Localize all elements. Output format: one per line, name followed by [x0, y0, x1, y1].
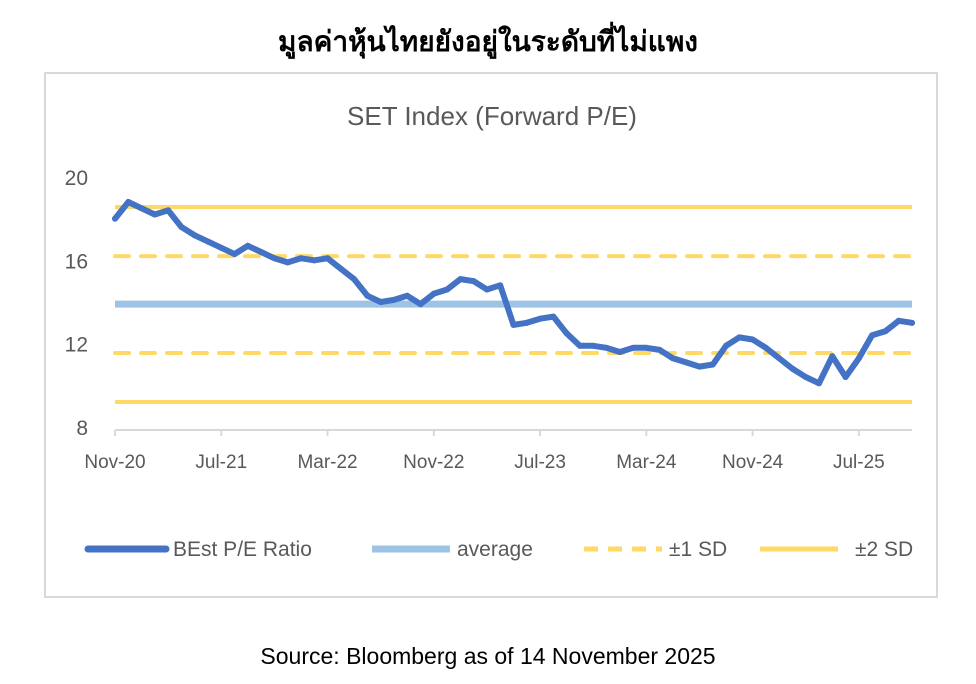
page-title: มูลค่าหุ้นไทยยังอยู่ในระดับที่ไม่แพง	[278, 25, 698, 58]
x-tick-label: Mar-22	[297, 452, 357, 473]
pe-point	[337, 265, 344, 272]
pe-point	[284, 259, 291, 266]
legend: BEst P/E Ratio average ±1 SD ±2 SD	[84, 538, 913, 561]
chart-title: SET Index (Forward P/E)	[347, 101, 637, 131]
x-tick-label: Nov-22	[403, 452, 464, 473]
pe-point	[444, 286, 451, 293]
x-tick-label: Nov-24	[722, 452, 784, 473]
pe-point	[364, 292, 371, 299]
pe-point	[125, 199, 132, 205]
pe-point	[630, 344, 637, 351]
pe-point	[165, 207, 172, 214]
pe-point	[643, 344, 650, 351]
pe-point	[191, 232, 198, 239]
pe-point	[231, 251, 238, 258]
pe-point	[802, 374, 809, 380]
y-tick-label: 16	[65, 250, 88, 273]
pe-point	[736, 334, 743, 341]
pe-point	[683, 359, 690, 366]
pe-point	[776, 355, 783, 362]
legend-label-1sd: ±1 SD	[669, 538, 727, 561]
pe-point	[882, 328, 889, 335]
pe-point	[855, 355, 862, 362]
pe-point	[869, 332, 876, 339]
source-note: Source: Bloomberg as of 14 November 2025	[260, 643, 716, 669]
pe-point	[550, 313, 557, 320]
pe-point	[244, 242, 251, 249]
y-tick-label: 12	[65, 334, 88, 357]
legend-label-average: average	[457, 538, 533, 561]
pe-point	[576, 342, 583, 349]
pe-point	[430, 290, 437, 297]
pe-point	[829, 353, 836, 360]
pe-point	[603, 344, 610, 351]
pe-point	[709, 361, 716, 368]
y-tick-label: 8	[76, 417, 88, 440]
pe-point	[909, 319, 915, 326]
pe-point	[271, 255, 278, 262]
pe-point	[762, 344, 769, 351]
y-tick-label: 20	[65, 167, 88, 190]
pe-point	[483, 286, 490, 293]
pe-point	[258, 249, 265, 255]
x-tick-label: Mar-24	[616, 452, 677, 473]
pe-point	[404, 292, 411, 299]
x-tick-label: Jul-21	[195, 452, 247, 473]
pe-point	[151, 211, 158, 218]
pe-point	[204, 238, 211, 245]
pe-point	[696, 363, 703, 370]
pe-point	[816, 380, 823, 387]
pe-point	[749, 336, 756, 343]
pe-point	[537, 315, 544, 322]
pe-point	[297, 255, 304, 262]
legend-label-2sd: ±2 SD	[855, 538, 913, 561]
pe-point	[656, 346, 663, 353]
pe-point	[895, 317, 902, 324]
x-tick-label: Jul-23	[514, 452, 566, 473]
pe-point	[470, 278, 477, 285]
pe-point	[311, 257, 318, 264]
pe-point	[218, 244, 225, 251]
pe-point	[457, 276, 464, 283]
pe-point	[178, 224, 185, 230]
pe-point	[377, 299, 384, 305]
pe-point	[417, 301, 424, 308]
pe-point	[510, 321, 517, 328]
pe-point	[497, 282, 504, 289]
pe-point	[351, 276, 358, 283]
pe-point	[669, 355, 676, 362]
pe-point	[138, 205, 145, 212]
pe-point	[842, 374, 849, 380]
pe-point	[324, 255, 331, 262]
pe-point	[112, 215, 118, 222]
chart-frame	[44, 72, 938, 598]
pe-point	[563, 330, 570, 337]
pe-point	[789, 365, 796, 372]
x-tick-label: Nov-20	[84, 452, 145, 473]
x-tick-label: Jul-25	[833, 452, 885, 473]
legend-label-pe: BEst P/E Ratio	[173, 538, 312, 561]
pe-point	[723, 342, 730, 349]
pe-ratio-line	[112, 199, 915, 387]
pe-point	[390, 296, 397, 303]
pe-point	[616, 349, 623, 355]
pe-point	[523, 319, 530, 326]
pe-point	[590, 342, 597, 349]
